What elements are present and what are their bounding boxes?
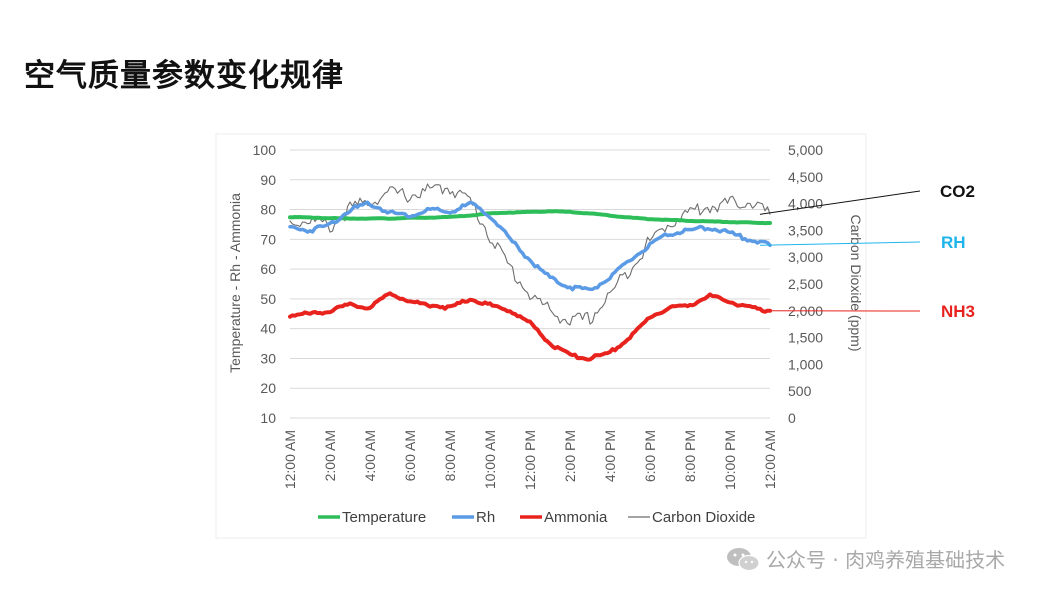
y-tick-label: 30 xyxy=(260,350,276,366)
callout-leader xyxy=(759,241,921,246)
series-line-rh xyxy=(288,200,772,292)
y2-tick-label: 3,000 xyxy=(788,249,823,265)
callout-rh: RH xyxy=(941,233,966,252)
y-tick-label: 80 xyxy=(260,202,276,218)
series-line-temperature xyxy=(288,209,772,226)
y2-tick-label: 2,500 xyxy=(788,276,823,292)
callout-nh3: NH3 xyxy=(941,302,975,321)
series-layer xyxy=(288,183,772,362)
callout-co2: CO2 xyxy=(940,182,975,201)
x-axis-ticks: 12:00 AM 2:00 AM 4:00 AM 6:00 AM 8:00 AM 10:0… xyxy=(282,430,778,490)
x-tick-label: 2:00 PM xyxy=(562,430,578,482)
x-tick-label: 12:00 AM xyxy=(762,430,778,489)
left-axis-ticks: 100 90 80 70 60 50 40 30 20 10 xyxy=(253,142,277,426)
y-tick-label: 70 xyxy=(260,231,276,247)
right-axis-title: Carbon Dioxide (ppm) xyxy=(848,215,864,352)
watermark-text: 公众号 · 肉鸡养殖基础技术 xyxy=(766,548,1006,572)
y2-tick-label: 5,000 xyxy=(788,142,823,158)
y2-tick-label: 1,500 xyxy=(788,330,823,346)
series-line-ammonia xyxy=(288,291,772,362)
left-axis-title: Temperature - Rh - Ammonia xyxy=(227,193,243,373)
y2-tick-label: 500 xyxy=(788,383,812,399)
right-axis-ticks: 5,0004,5004,0003,5003,0002,5002,0001,500… xyxy=(788,142,823,426)
x-tick-label: 4:00 AM xyxy=(362,430,378,481)
y-tick-label: 90 xyxy=(260,172,276,188)
y-tick-label: 100 xyxy=(253,142,277,158)
y2-tick-label: 4,000 xyxy=(788,196,823,212)
watermark: 公众号 · 肉鸡养殖基础技术 xyxy=(726,544,1005,573)
x-tick-label: 10:00 AM xyxy=(482,430,498,489)
y2-tick-label: 1,000 xyxy=(788,356,823,372)
legend-label: Rh xyxy=(476,509,495,526)
legend-label: Ammonia xyxy=(544,509,608,526)
y-tick-label: 10 xyxy=(260,410,276,426)
y-tick-label: 60 xyxy=(260,261,276,277)
x-tick-label: 12:00 AM xyxy=(282,430,298,489)
callout-leader xyxy=(759,190,921,215)
y-tick-label: 20 xyxy=(260,380,276,396)
x-tick-label: 12:00 PM xyxy=(522,430,538,490)
y2-tick-label: 4,500 xyxy=(788,169,823,185)
callouts: CO2 RH NH3 xyxy=(759,182,975,321)
x-tick-label: 8:00 PM xyxy=(682,430,698,482)
x-tick-label: 10:00 PM xyxy=(722,430,738,490)
y2-tick-label: 0 xyxy=(788,410,796,426)
y2-tick-label: 3,500 xyxy=(788,222,823,238)
x-tick-label: 6:00 AM xyxy=(402,430,418,481)
y-tick-label: 40 xyxy=(260,321,276,337)
legend-label: Temperature xyxy=(342,509,426,526)
x-tick-label: 4:00 PM xyxy=(602,430,618,482)
legend: Temperature Rh Ammonia Carbon Dioxide xyxy=(318,509,755,526)
legend-label: Carbon Dioxide xyxy=(652,509,755,526)
x-tick-label: 8:00 AM xyxy=(442,430,458,481)
x-tick-label: 2:00 AM xyxy=(322,430,338,481)
x-tick-label: 6:00 PM xyxy=(642,430,658,482)
y-tick-label: 50 xyxy=(260,291,276,307)
slide-title: 空气质量参数变化规律 xyxy=(24,58,344,94)
wechat-icon xyxy=(727,547,760,571)
